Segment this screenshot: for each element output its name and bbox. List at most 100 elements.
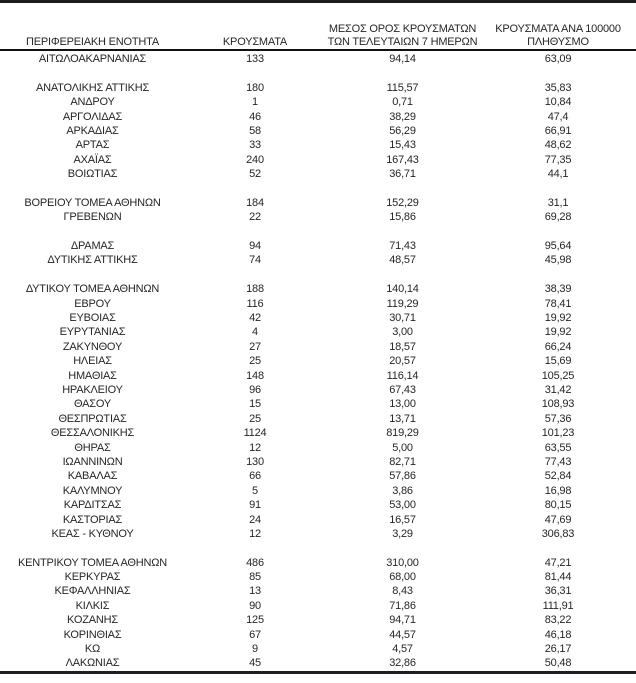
- region-name-cell: ΑΡΚΑΔΙΑΣ: [66, 124, 119, 137]
- region-name-cell: ΑΡΓΟΛΙΔΑΣ: [62, 110, 123, 123]
- table-row: ΘΗΡΑΣ 12 5,00 63,55: [0, 441, 636, 455]
- cases-cell: 184: [246, 196, 264, 209]
- avg-7day-cell: 115,57: [386, 81, 419, 94]
- region-name-cell: ΚΕΡΚΥΡΑΣ: [64, 571, 121, 584]
- cases-per-100k-cell: 66,91: [544, 124, 572, 137]
- region-name-cell: [0, 225, 185, 239]
- cases-per-100k-cell: 19,92: [544, 312, 572, 325]
- avg-7day-cell: [325, 225, 480, 239]
- region-name-cell: ΚΕΝΤΡΙΚΟΥ ΤΟΜΕΑ ΑΘΗΝΩΝ: [18, 556, 167, 569]
- column-header-cases-per-100000: ΚΡΟΥΣΜΑΤΑ ΑΝΑ 100000 ΠΛΗΘΥΣΜΟ: [480, 23, 636, 48]
- cases-cell: 27: [249, 340, 261, 353]
- cases-per-100k-cell: 63,55: [544, 441, 572, 454]
- avg-7day-cell: 38,29: [389, 110, 416, 123]
- avg-7day-cell: 3,00: [392, 326, 413, 339]
- avg-7day-cell: 15,43: [389, 139, 416, 152]
- cases-cell: [185, 541, 325, 555]
- cases-per-100k-cell: 16,98: [544, 484, 572, 497]
- table-row: ΚΟΡΙΝΘΙΑΣ 67 44,57 46,18: [0, 628, 636, 642]
- cases-per-100k-cell: 63,09: [544, 53, 572, 65]
- cases-per-100k-cell: 31,42: [544, 383, 572, 396]
- cases-cell: 58: [249, 124, 261, 137]
- table-row: ΚΑΛΥΜΝΟΥ 5 3,86 16,98: [0, 484, 636, 498]
- cases-per-100k-cell: 66,24: [544, 340, 572, 353]
- spacer-row: [0, 268, 636, 282]
- table-row: ΑΡΤΑΣ 33 15,43 48,62: [0, 138, 636, 152]
- avg-7day-cell: 20,57: [389, 355, 416, 368]
- cases-per-100k-cell: 78,41: [544, 297, 572, 310]
- cases-cell: 180: [246, 81, 264, 94]
- region-name-cell: ΑΧΑΪΑΣ: [73, 153, 112, 166]
- table-row: ΕΒΡΟΥ 116 119,29 78,41: [0, 297, 636, 311]
- spacer-row: [0, 225, 636, 239]
- table-row: ΚΟΖΑΝΗΣ 125 94,71 83,22: [0, 613, 636, 627]
- table-row: ΔΥΤΙΚΟΥ ΤΟΜΕΑ ΑΘΗΝΩΝ 188 140,14 38,39: [0, 282, 636, 296]
- cases-cell: 188: [246, 283, 264, 296]
- spacer-row: [0, 66, 636, 80]
- region-name-cell: ΔΥΤΙΚΗΣ ΑΤΤΙΚΗΣ: [47, 254, 138, 267]
- avg-7day-cell: 71,43: [389, 240, 416, 253]
- cases-cell: 94: [249, 240, 261, 253]
- cases-cell: 25: [249, 355, 261, 368]
- table-row: ΛΑΚΩΝΙΑΣ 45 32,86 50,48: [0, 656, 636, 670]
- region-name-cell: ΚΑΡΔΙΤΣΑΣ: [63, 499, 122, 512]
- cases-cell: 24: [249, 513, 261, 526]
- region-name-cell: ΔΥΤΙΚΟΥ ΤΟΜΕΑ ΑΘΗΝΩΝ: [25, 283, 160, 296]
- table-header-row: ΠΕΡΙΦΕΡΕΙΑΚΗ ΕΝΟΤΗΤΑ ΚΡΟΥΣΜΑΤΑ ΜΕΣΟΣ ΟΡΟ…: [0, 3, 636, 51]
- region-name-cell: ΕΥΡΥΤΑΝΙΑΣ: [59, 326, 126, 339]
- cases-cell: 33: [249, 139, 261, 152]
- cases-cell: 148: [246, 369, 264, 382]
- region-name-cell: ΗΛΕΙΑΣ: [73, 355, 112, 368]
- avg-7day-cell: 94,71: [389, 614, 416, 627]
- cases-per-100k-cell: 77,35: [544, 153, 572, 166]
- cases-per-100k-cell: 19,92: [544, 326, 572, 339]
- column-header-regional-unit: ΠΕΡΙΦΕΡΕΙΑΚΗ ΕΝΟΤΗΤΑ: [0, 36, 185, 49]
- table-row: ΒΟΙΩΤΙΑΣ 52 36,71 44,1: [0, 167, 636, 181]
- region-name-cell: ΒΟΡΕΙΟΥ ΤΟΜΕΑ ΑΘΗΝΩΝ: [24, 196, 161, 209]
- avg-7day-cell: 48,57: [389, 254, 416, 267]
- cases-cell: 1124: [243, 427, 267, 440]
- avg-7day-cell: 116,14: [386, 369, 419, 382]
- cases-cell: [185, 182, 325, 196]
- table-row: ΑΙΤΩΛΟΑΚΑΡΝΑΝΙΑΣ 133 94,14 63,09: [0, 52, 636, 66]
- avg-7day-cell: 82,71: [389, 455, 416, 468]
- avg-7day-cell: 5,00: [392, 441, 413, 454]
- cases-per-100k-cell: 26,17: [544, 643, 572, 656]
- cases-cell: 67: [249, 628, 261, 641]
- table-row: ΚΩ 9 4,57 26,17: [0, 642, 636, 656]
- cases-cell: 130: [246, 455, 264, 468]
- cases-cell: 22: [249, 211, 261, 224]
- cases-cell: 9: [252, 643, 258, 656]
- cases-cell: 42: [249, 312, 261, 325]
- cases-cell: 12: [249, 441, 261, 454]
- table-row: ΚΕΦΑΛΛΗΝΙΑΣ 13 8,43 36,31: [0, 584, 636, 598]
- cases-per-100k-cell: 77,43: [544, 455, 572, 468]
- cases-cell: 13: [249, 585, 261, 598]
- avg-7day-cell: 13,71: [389, 412, 416, 425]
- avg-7day-cell: 30,71: [389, 312, 416, 325]
- region-name-cell: [0, 66, 185, 80]
- cases-cell: [185, 268, 325, 282]
- avg-7day-cell: 71,86: [389, 599, 416, 612]
- cases-cell: 46: [249, 110, 261, 123]
- avg-7day-cell: 56,29: [389, 124, 416, 137]
- avg-7day-cell: [325, 541, 480, 555]
- cases-per-100k-cell: 35,83: [544, 81, 572, 94]
- region-name-cell: ΚΟΡΙΝΘΙΑΣ: [63, 628, 122, 641]
- cases-per-100k-cell: 31,1: [547, 196, 569, 209]
- table-row: ΚΑΒΑΛΑΣ 66 57,86 52,84: [0, 469, 636, 483]
- region-name-cell: ΓΡΕΒΕΝΩΝ: [63, 211, 122, 224]
- avg-7day-cell: 3,29: [392, 527, 413, 540]
- table-row: ΗΡΑΚΛΕΙΟΥ 96 67,43 31,42: [0, 383, 636, 397]
- region-name-cell: ΛΑΚΩΝΙΑΣ: [65, 657, 120, 670]
- cases-cell: 12: [249, 527, 261, 540]
- region-name-cell: [0, 268, 185, 282]
- table-row: ΕΥΡΥΤΑΝΙΑΣ 4 3,00 19,92: [0, 325, 636, 339]
- table-body: ΑΙΤΩΛΟΑΚΑΡΝΑΝΙΑΣ 133 94,14 63,09 ΑΝΑΤΟΛΙ…: [0, 51, 636, 674]
- cases-per-100k-cell: 38,39: [544, 283, 572, 296]
- table-row: ΘΕΣΣΑΛΟΝΙΚΗΣ 1124 819,29 101,23: [0, 426, 636, 440]
- cases-per-100k-cell: 57,36: [544, 412, 572, 425]
- cases-cell: 85: [249, 571, 261, 584]
